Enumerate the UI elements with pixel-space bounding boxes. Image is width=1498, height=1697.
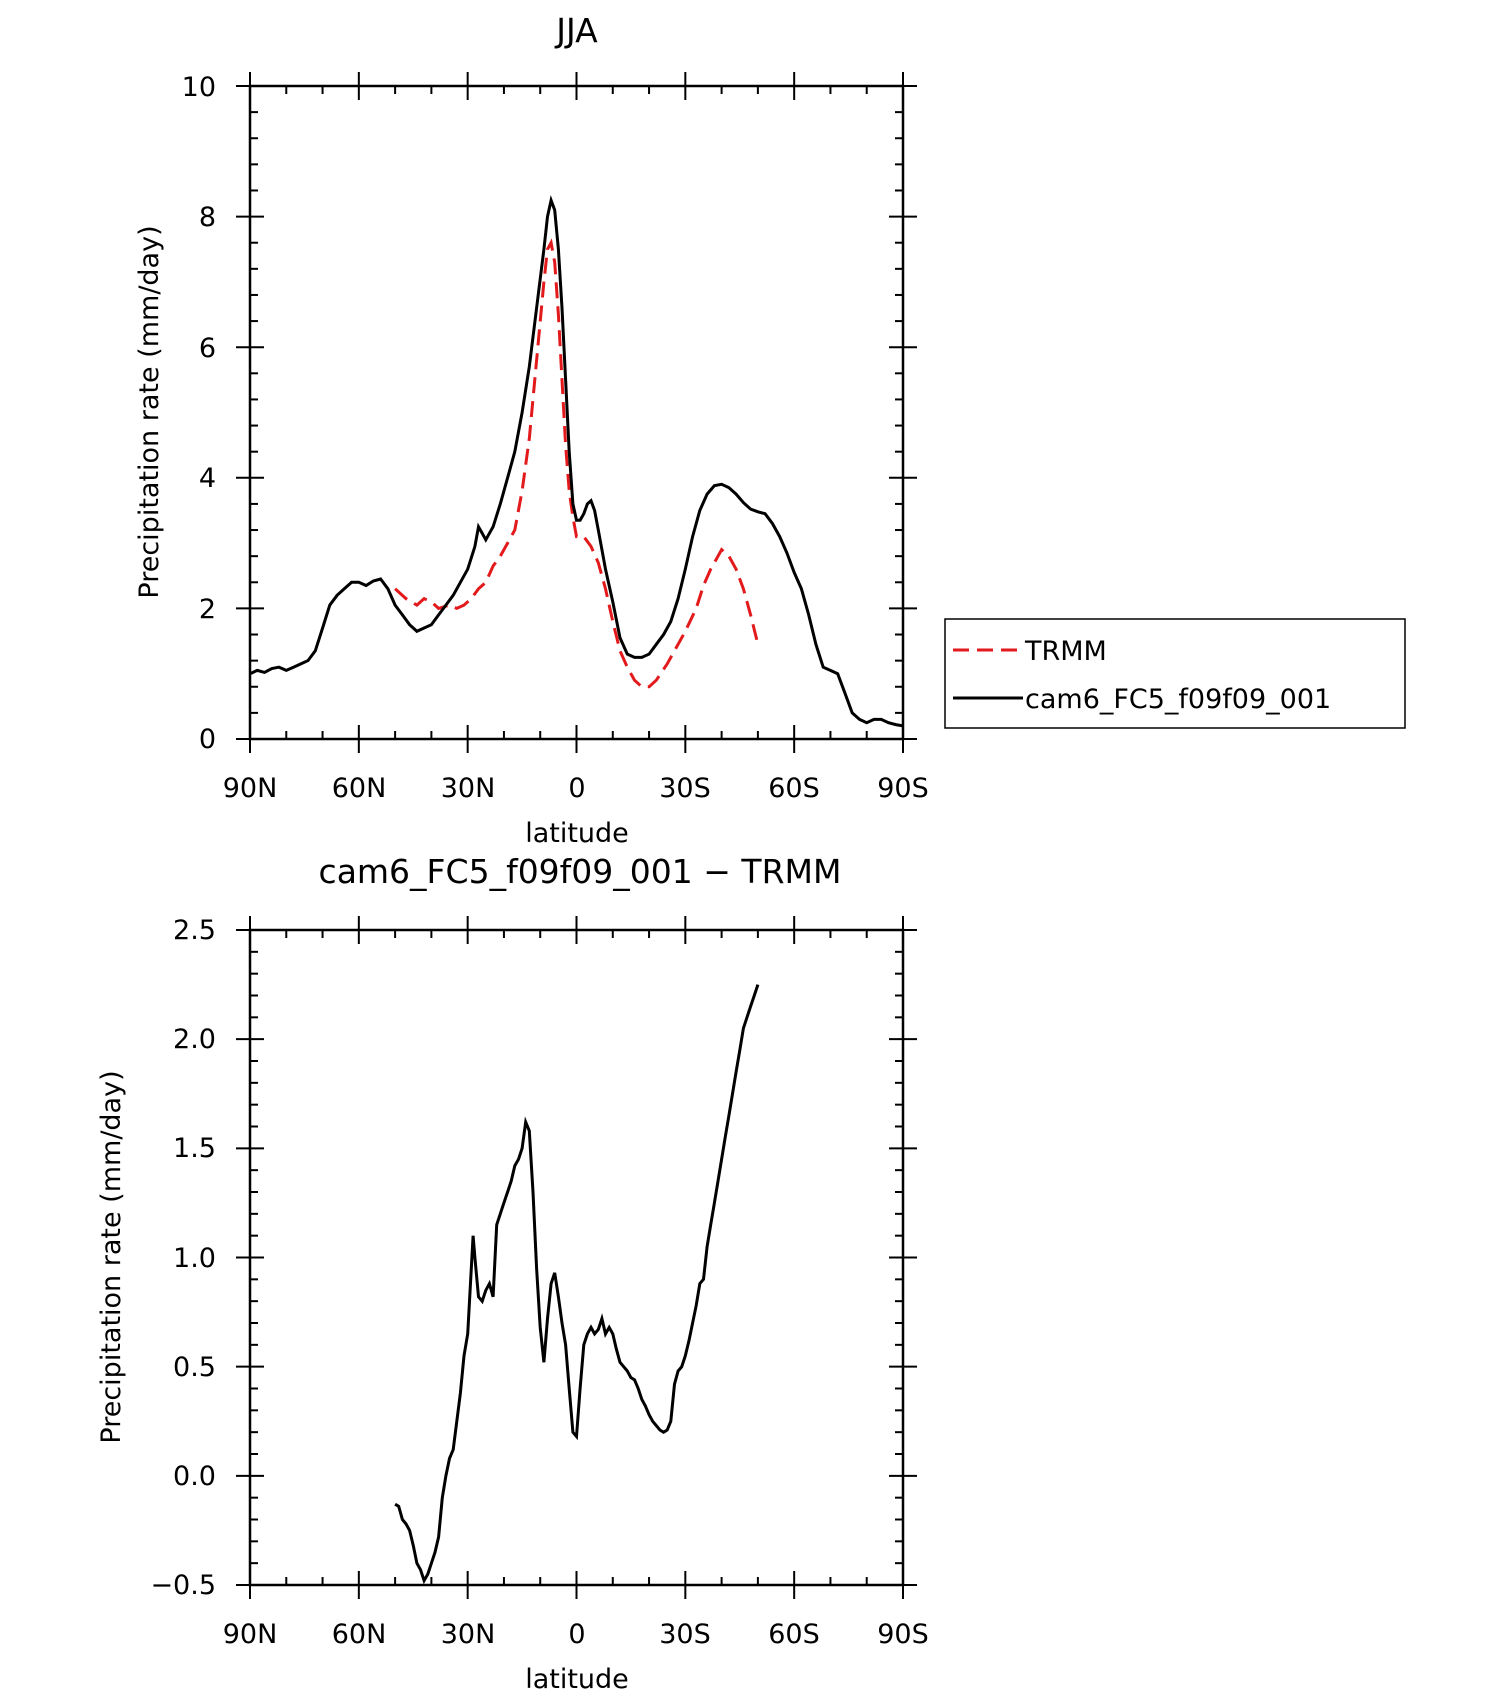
bottom-series-group (394, 984, 760, 1585)
bottom-x-axis-title: latitude (525, 1664, 629, 1693)
bottom-plot-title: cam6_FC5_f09f09_001 − TRMM (319, 852, 842, 891)
bottom-panel: cam6_FC5_f09f09_001 − TRMM −0.5 0.0 0.5 … (96, 852, 929, 1695)
bottom-x-ticks (249, 916, 904, 1599)
bottom-y-tick-label: 2.5 (173, 915, 216, 946)
top-y-tick-label: 8 (199, 202, 216, 233)
bottom-x-tick-label: 60N (332, 1619, 387, 1650)
bottom-y-tick-labels: −0.5 0.0 0.5 1.0 1.5 2.0 2.5 (150, 915, 216, 1601)
bottom-x-tick-label: 90S (877, 1619, 929, 1650)
top-series-group (249, 194, 904, 728)
top-x-tick-label: 60S (768, 773, 820, 804)
top-y-tick-labels: 0 2 4 6 8 10 (182, 72, 216, 755)
top-plot-title: JJA (554, 11, 598, 50)
top-x-tick-label: 60N (332, 773, 387, 804)
legend-label-cam6: cam6_FC5_f09f09_001 (1025, 684, 1331, 715)
top-y-axis-title: Precipitation rate (mm/day) (134, 225, 165, 598)
cam6-line (249, 194, 904, 728)
bottom-y-tick-label: 0.0 (173, 1461, 216, 1492)
bottom-x-tick-label: 30S (659, 1619, 711, 1650)
trmm-line (394, 238, 760, 689)
top-x-tick-labels: 90N 60N 30N 0 30S 60S 90S (223, 773, 929, 804)
bottom-x-tick-label: 60S (768, 1619, 820, 1650)
top-x-tick-label: 30N (441, 773, 496, 804)
bottom-y-tick-label: 0.5 (173, 1352, 216, 1383)
bottom-x-tick-label: 90N (223, 1619, 278, 1650)
top-x-tick-label: 90N (223, 773, 278, 804)
legend-label-trmm: TRMM (1024, 636, 1107, 667)
bottom-x-tick-label: 30N (441, 1619, 496, 1650)
top-y-tick-label: 6 (199, 333, 216, 364)
difference-line (394, 984, 760, 1585)
top-y-tick-label: 10 (182, 72, 216, 103)
bottom-x-tick-labels: 90N 60N 30N 0 30S 60S 90S (223, 1619, 929, 1650)
legend-box (944, 618, 1406, 729)
top-plot-frame (248, 84, 905, 741)
bottom-y-axis-title: Precipitation rate (mm/day) (96, 1070, 127, 1443)
bottom-x-tick-label: 0 (568, 1619, 585, 1650)
bottom-y-tick-label: −0.5 (150, 1570, 216, 1601)
top-x-tick-label: 30S (659, 773, 711, 804)
top-x-axis-title: latitude (525, 818, 629, 849)
top-y-tick-label: 0 (199, 724, 216, 755)
top-x-tick-label: 0 (568, 773, 585, 804)
bottom-plot-frame (248, 928, 905, 1587)
bottom-y-tick-label: 1.0 (173, 1243, 216, 1274)
bottom-y-tick-label: 2.0 (173, 1024, 216, 1055)
top-y-tick-label: 2 (199, 594, 216, 625)
bottom-y-tick-label: 1.5 (173, 1133, 216, 1164)
top-x-ticks (249, 72, 904, 753)
legend: TRMM cam6_FC5_f09f09_001 (944, 618, 1406, 729)
bottom-y-ticks (236, 929, 917, 1586)
top-panel: JJA 0 2 4 6 8 10 90N 60N 30N 0 30S 60S 9… (134, 11, 1406, 849)
top-x-tick-label: 90S (877, 773, 929, 804)
top-y-tick-label: 4 (199, 463, 216, 494)
